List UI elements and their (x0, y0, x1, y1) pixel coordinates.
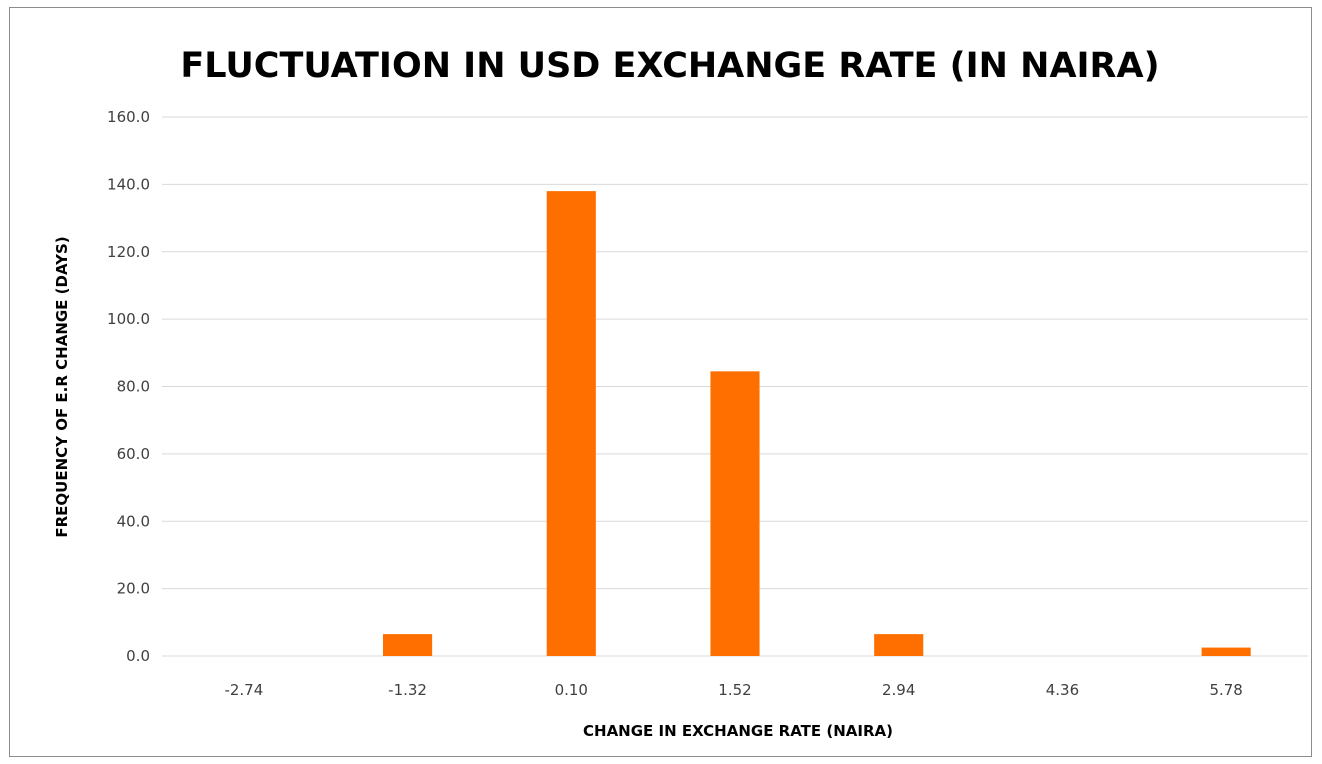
bar (710, 371, 760, 656)
bar (874, 634, 924, 656)
y-tick-label: 160.0 (107, 108, 150, 126)
chart-area (9, 7, 1312, 757)
gridlines (162, 116, 1308, 657)
y-tick-label: 60.0 (117, 445, 150, 463)
x-tick-label: -1.32 (388, 681, 427, 699)
bars (383, 191, 1251, 657)
y-tick-label: 0.0 (126, 647, 150, 665)
x-tick-label: 4.36 (1046, 681, 1079, 699)
y-tick-label: 140.0 (107, 175, 150, 193)
bar (546, 191, 596, 657)
x-tick-label: 2.94 (882, 681, 915, 699)
y-tick-label: 20.0 (117, 580, 150, 598)
chart-title: FLUCTUATION IN USD EXCHANGE RATE (IN NAI… (180, 46, 1159, 86)
y-tick-label: 40.0 (117, 512, 150, 530)
x-tick-label: 1.52 (718, 681, 751, 699)
x-axis-title: CHANGE IN EXCHANGE RATE (NAIRA) (583, 722, 893, 740)
y-tick-label: 100.0 (107, 310, 150, 328)
y-tick-label: 80.0 (117, 378, 150, 396)
x-tick-label: 5.78 (1209, 681, 1242, 699)
bar (1201, 647, 1251, 656)
y-tick-label: 120.0 (107, 243, 150, 261)
y-axis-title: FREQUENCY OF E.R CHANGE (DAYS) (53, 236, 71, 537)
bar (383, 634, 433, 656)
y-axis-ticks: 0.0 20.0 40.0 60.0 80.0 100.0 120.0 140.0 160.0 (107, 108, 150, 665)
x-axis-ticks: -2.74 -1.32 0.10 1.52 2.94 4.36 5.78 (224, 681, 1242, 699)
x-tick-label: 0.10 (555, 681, 588, 699)
x-tick-label: -2.74 (224, 681, 263, 699)
